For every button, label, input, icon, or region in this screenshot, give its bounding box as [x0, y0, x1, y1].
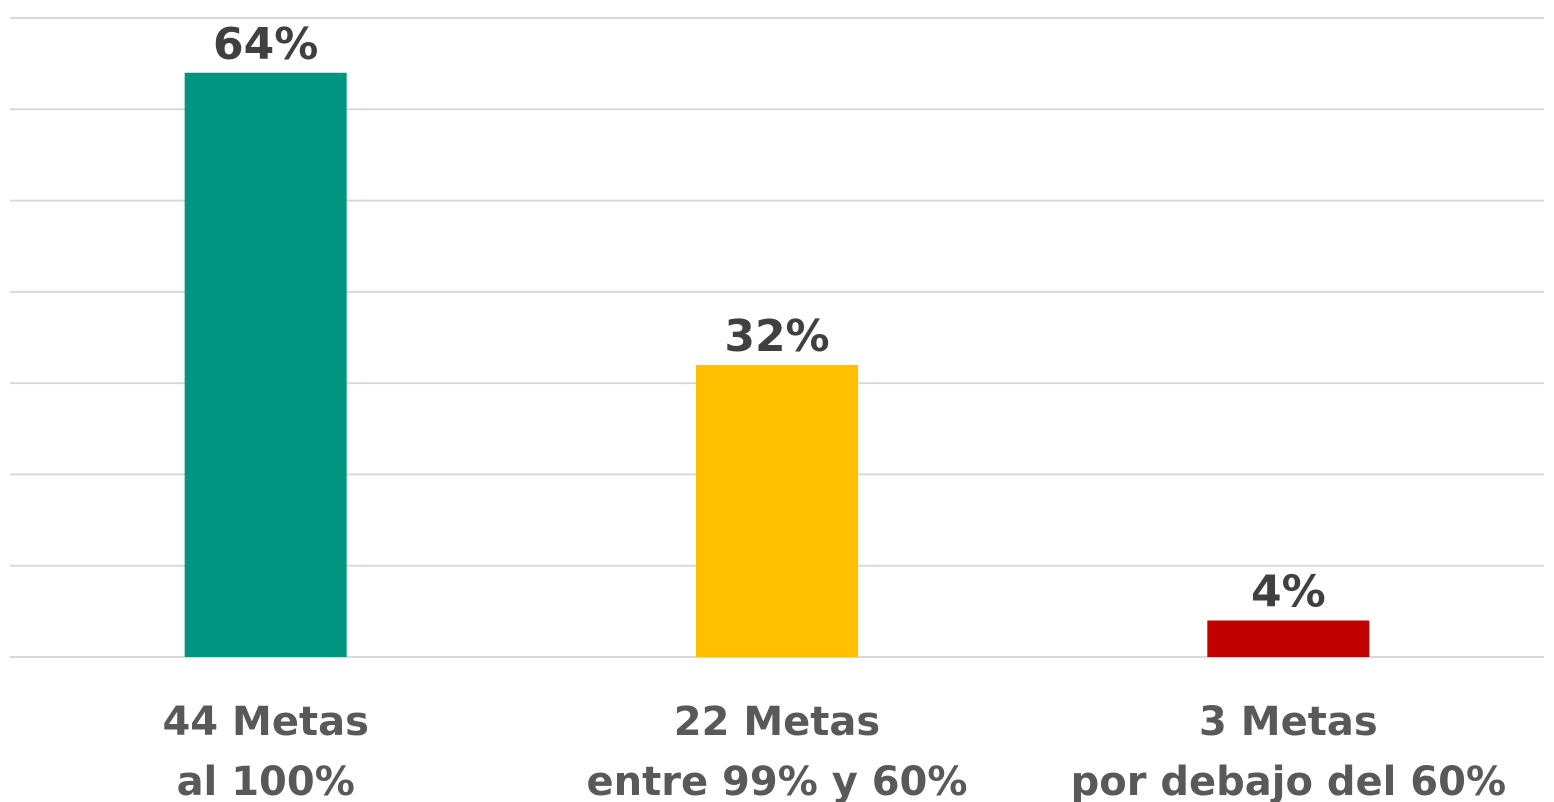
- bar: [1207, 620, 1370, 657]
- data-labels: 64% 32% 4%: [213, 19, 1326, 618]
- bar: [184, 72, 347, 658]
- category-label: 3 Metas: [1199, 699, 1378, 745]
- category-label: 44 Metas: [162, 699, 368, 745]
- category-label: por debajo del 60%: [1071, 759, 1506, 802]
- category-labels: 44 Metas al 100% 22 Metas entre 99% y 60% 3 …: [162, 699, 1506, 802]
- category-label: entre 99% y 60%: [587, 759, 968, 802]
- category-label: al 100%: [177, 759, 355, 802]
- bars: [184, 72, 1370, 658]
- data-label: 4%: [1251, 566, 1326, 617]
- category-label: 22 Metas: [674, 699, 880, 745]
- bar: [696, 364, 858, 657]
- data-label: 64%: [213, 19, 318, 70]
- data-label: 32%: [724, 311, 829, 362]
